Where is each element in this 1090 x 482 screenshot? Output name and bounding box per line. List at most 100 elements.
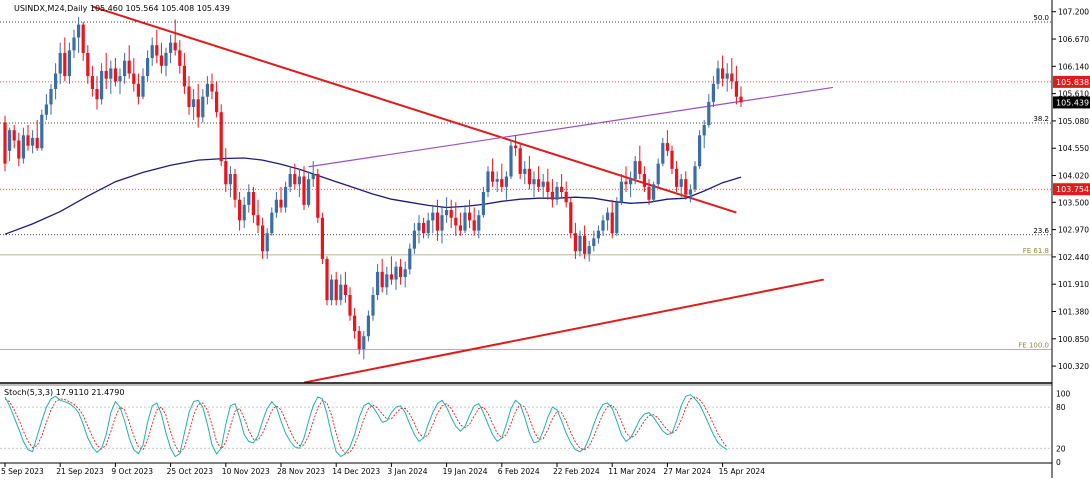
y-tick-label: 101.910 <box>1058 280 1089 289</box>
candle <box>251 186 255 223</box>
candle-body <box>707 101 711 126</box>
candle <box>238 192 242 231</box>
candle <box>136 73 140 105</box>
candle-body <box>573 233 577 252</box>
candle-body <box>178 50 182 66</box>
candle <box>596 225 600 244</box>
candle-body <box>284 186 288 208</box>
candle-body <box>334 279 338 301</box>
candle <box>725 63 729 92</box>
candle <box>228 166 232 198</box>
x-tick-label: 3 Jan 2024 <box>387 467 427 476</box>
candle-body <box>725 73 729 79</box>
x-tick-label: 28 Nov 2023 <box>277 467 325 476</box>
candle <box>205 76 209 105</box>
candle-body <box>642 173 646 187</box>
candle <box>647 179 651 205</box>
candle-body <box>81 24 85 53</box>
candle-body <box>270 212 274 234</box>
candle-body <box>422 222 426 234</box>
candles <box>3 16 743 360</box>
candle <box>31 130 35 154</box>
candle <box>265 228 269 259</box>
candle-body <box>656 163 660 185</box>
candle-body <box>739 96 743 103</box>
moving-average-line <box>4 157 742 235</box>
candle <box>182 52 186 95</box>
candle <box>477 210 481 239</box>
candle <box>90 65 94 97</box>
price-tag <box>1053 96 1090 109</box>
candle-body <box>8 130 12 151</box>
candle <box>615 197 619 236</box>
candle-body <box>647 186 651 200</box>
candle-body <box>546 181 550 192</box>
candle <box>537 166 541 192</box>
candle-body <box>532 179 536 185</box>
candle <box>394 261 398 290</box>
candle-body <box>3 122 7 164</box>
x-tick-label: 19 Jan 2024 <box>443 467 488 476</box>
y-tick-label: 105.610 <box>1058 90 1089 99</box>
candle <box>343 271 347 303</box>
trend-line <box>303 278 824 384</box>
candle <box>201 88 205 123</box>
candle-body <box>339 284 343 301</box>
candle <box>311 161 315 187</box>
candle-body <box>578 235 582 252</box>
candle <box>606 207 610 231</box>
candle-body <box>564 192 568 203</box>
candle <box>67 42 71 84</box>
candle <box>26 125 30 151</box>
candle-body <box>385 274 389 288</box>
candle-body <box>652 184 656 200</box>
candle-body <box>67 50 71 77</box>
candle-body <box>366 315 370 337</box>
candle-body <box>468 212 472 221</box>
candle-body <box>500 179 504 187</box>
candle-body <box>150 45 154 59</box>
candle <box>426 212 430 239</box>
stoch-tick-label: 100 <box>1056 389 1071 398</box>
candle-body <box>215 91 219 113</box>
candle <box>371 287 375 321</box>
candle-body <box>109 68 113 79</box>
candle <box>734 65 738 105</box>
candle-body <box>100 70 104 100</box>
candle-body <box>182 65 186 87</box>
candle <box>146 50 150 82</box>
candle <box>302 166 306 211</box>
candle-body <box>610 212 614 234</box>
candle-body <box>17 140 21 159</box>
price-tag-label: 105.838 <box>1056 78 1089 87</box>
candle <box>670 145 674 174</box>
candle <box>279 186 283 213</box>
y-tick-label: 102.440 <box>1058 253 1089 262</box>
candle <box>642 166 646 192</box>
candle <box>711 76 715 108</box>
candle-body <box>196 99 200 118</box>
candle <box>721 55 725 87</box>
candle <box>348 287 352 321</box>
price-tag-label: 105.439 <box>1056 98 1089 107</box>
candle <box>417 215 421 244</box>
candle <box>8 127 12 162</box>
y-tick-label: 105.080 <box>1058 117 1089 126</box>
candle-body <box>123 60 127 77</box>
stoch-info-label: Stoch(5,3,3) 17.9110 21.4790 <box>4 388 124 397</box>
candle <box>3 115 7 172</box>
candle-body <box>449 210 453 218</box>
candle <box>270 207 274 236</box>
candle-body <box>132 73 136 84</box>
candle <box>297 168 301 198</box>
candle-body <box>537 179 541 187</box>
stoch-tick-label: 20 <box>1056 444 1066 453</box>
x-tick-label: 14 Dec 2023 <box>332 467 380 476</box>
candle <box>109 60 113 95</box>
candle-body <box>343 284 347 296</box>
candle-body <box>665 143 669 151</box>
candle <box>21 127 25 164</box>
candle <box>40 109 44 151</box>
